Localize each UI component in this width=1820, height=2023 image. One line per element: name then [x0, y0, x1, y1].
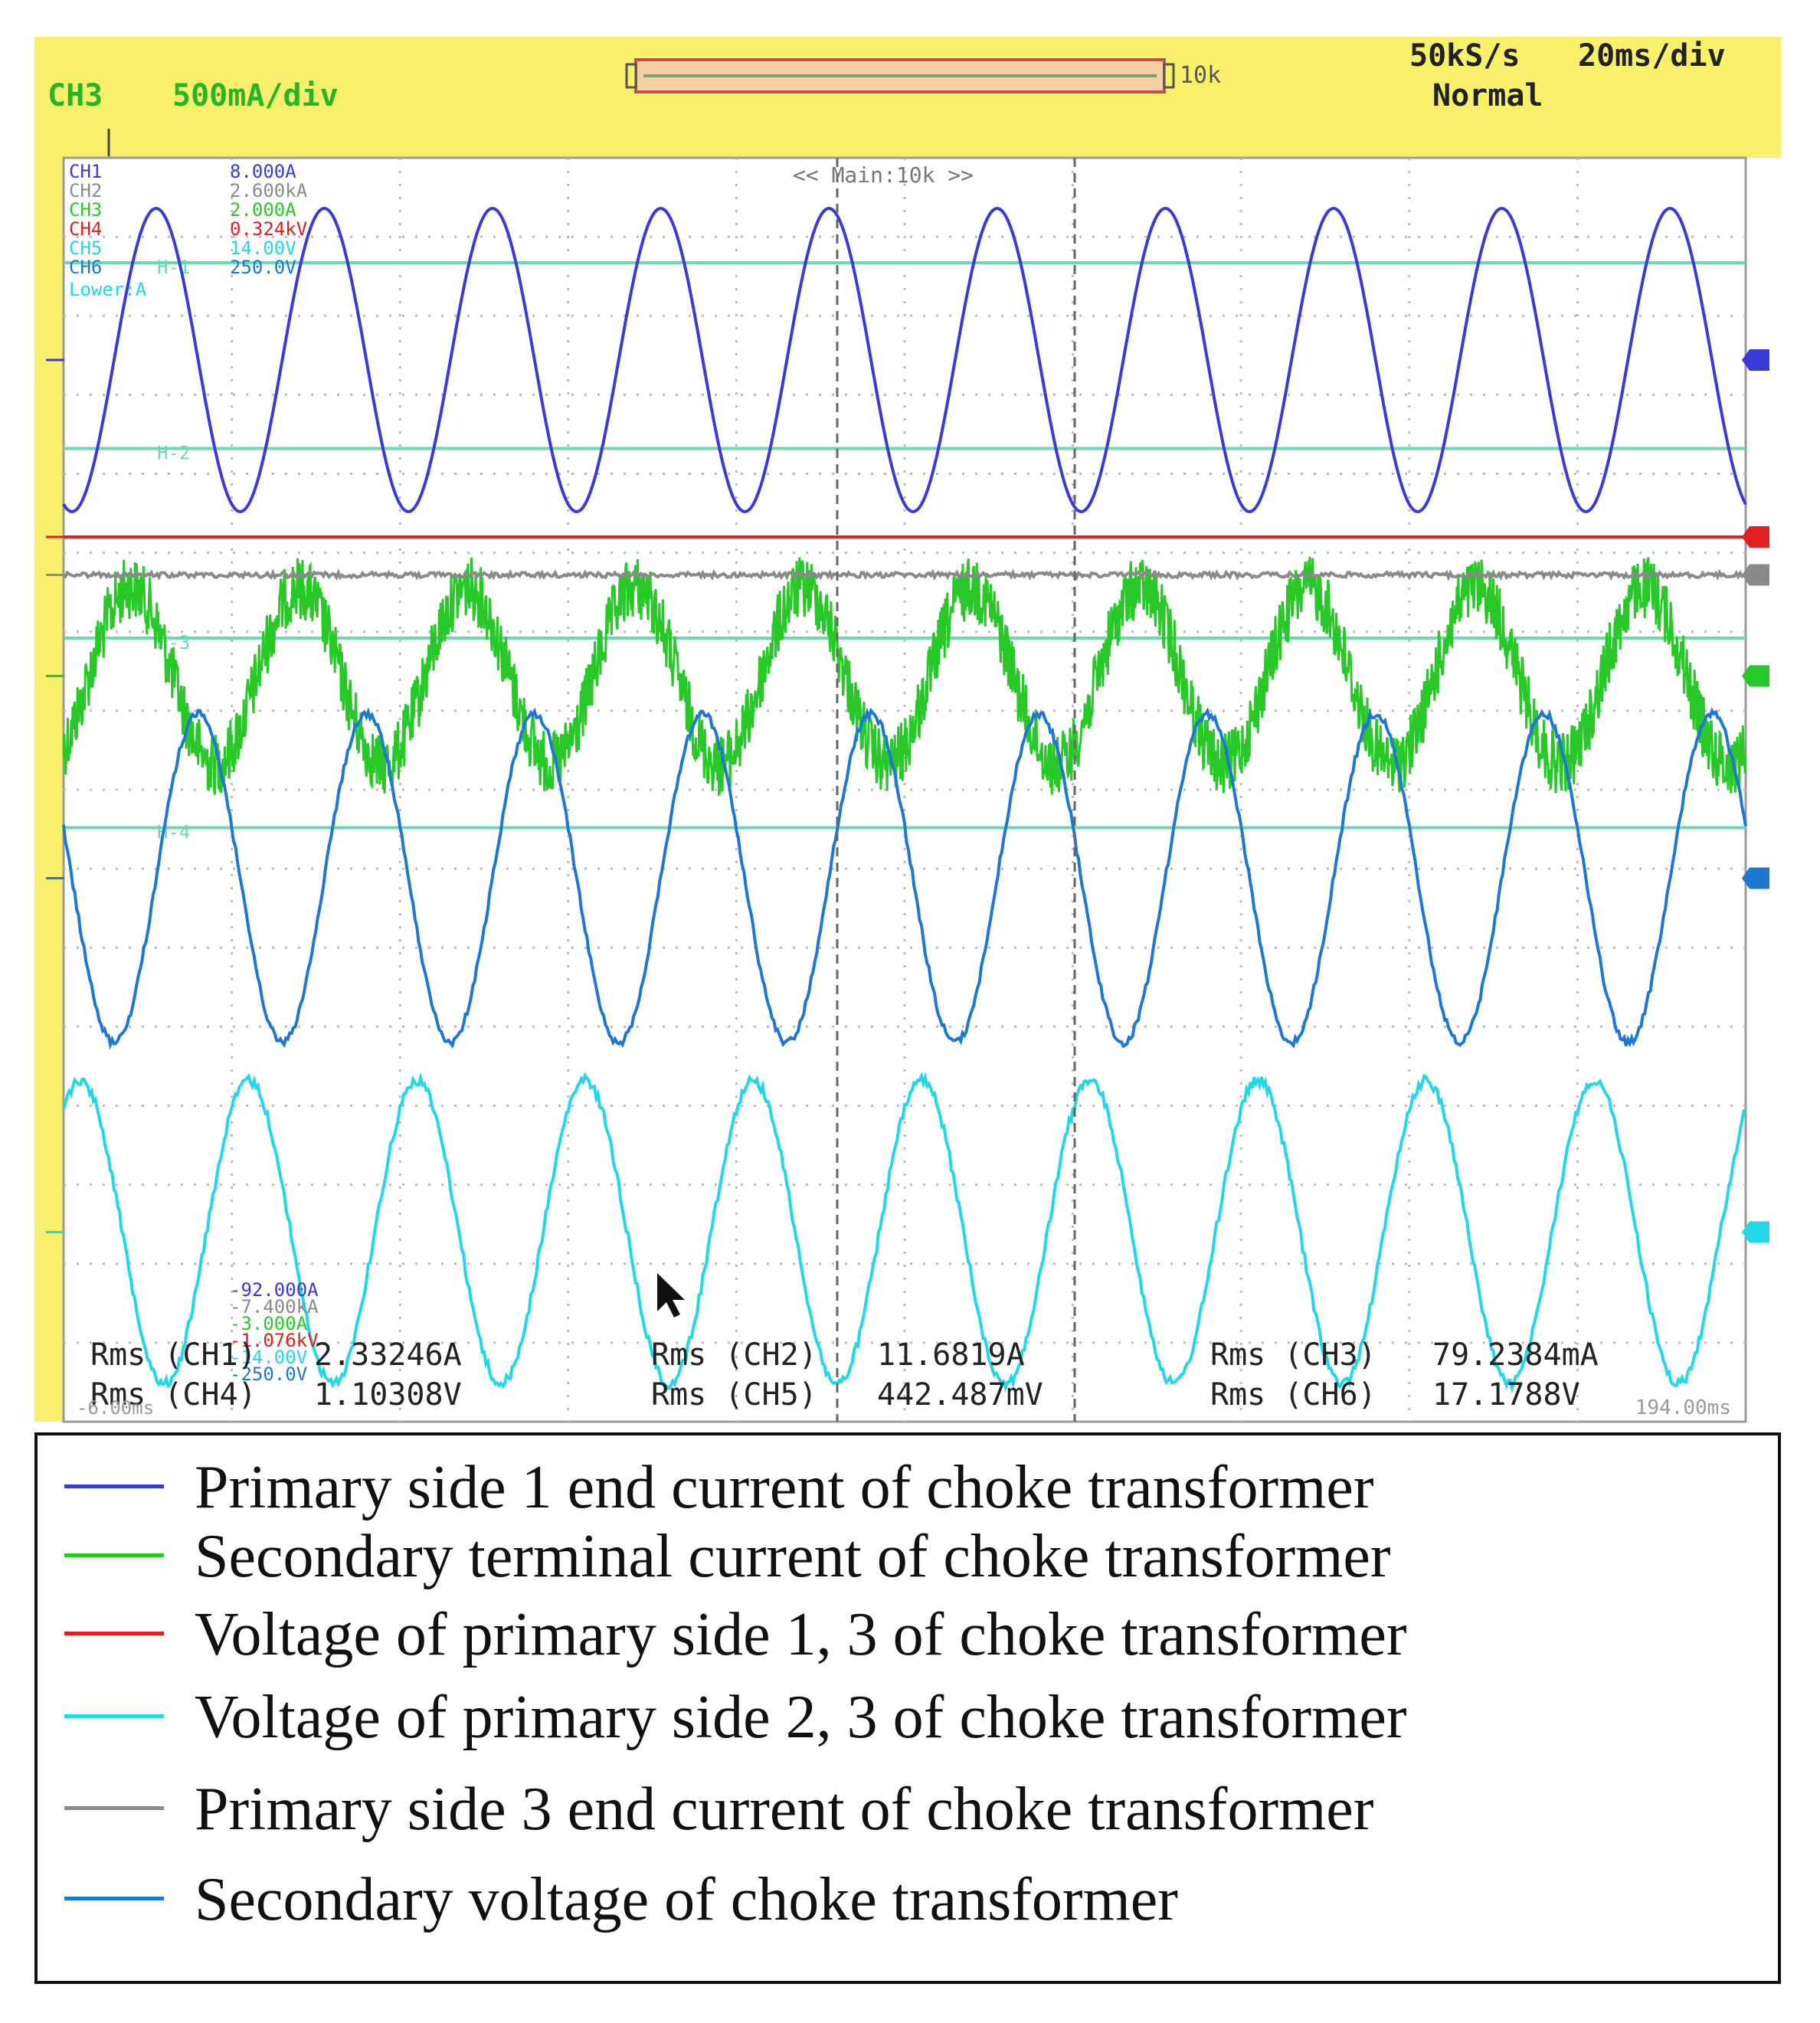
time-end: 194.00ms	[1635, 1396, 1731, 1419]
channel-name: CH1	[69, 161, 102, 182]
traces	[62, 207, 1747, 1393]
measurement-label: Rms (CH3)	[1210, 1337, 1376, 1373]
legend-swatch	[64, 1485, 164, 1488]
channel-scale-value: 0.324kV	[230, 218, 307, 240]
measurement-label: Rms (CH6)	[1210, 1377, 1376, 1412]
channel-scale-bottom-value: -250.0V	[230, 1363, 307, 1385]
channel-scale-bottom-value: -3.000A	[230, 1313, 308, 1334]
legend-label: Secondary voltage of choke transformer	[195, 1866, 1178, 1933]
trace-5	[63, 568, 1747, 581]
legend-label: Voltage of primary side 2, 3 of choke tr…	[195, 1684, 1407, 1751]
level-marker-icon	[1742, 564, 1769, 586]
legend-swatch	[64, 1553, 164, 1557]
channel-label: CH3	[47, 78, 103, 113]
measurement-value: 79.2384mA	[1432, 1337, 1599, 1373]
channel-name: CH5	[69, 237, 102, 259]
plot-area	[62, 156, 1747, 1423]
memory-bar-left-cap	[625, 63, 637, 89]
channel-scale: 500mA/div	[172, 78, 339, 113]
legend-item: Primary side 3 end current of choke tran…	[38, 1771, 1776, 1848]
trigger-mode: Normal	[1432, 78, 1543, 113]
left-margin	[34, 158, 64, 1422]
trace-6	[62, 707, 1747, 1050]
level-marker-icon	[1742, 349, 1769, 371]
timebase: 20ms/div	[1578, 38, 1726, 74]
memory-label: 10k	[1180, 62, 1221, 89]
measurement-label: Rms (CH5)	[651, 1377, 817, 1412]
measurement-value: 17.1788V	[1432, 1377, 1580, 1412]
trace-2	[62, 556, 1747, 797]
trace-1	[62, 207, 1747, 513]
measurement-value: 442.487mV	[877, 1377, 1043, 1412]
channel-scale-labels-bottom: -92.000A-7.400kA-3.000A-1.076kV-14.00V-2…	[230, 1279, 319, 1385]
level-marker-icon	[1742, 867, 1769, 889]
channel-scale-bottom-value: -14.00V	[230, 1347, 307, 1368]
legend-label: Primary side 1 end current of choke tran…	[195, 1454, 1374, 1521]
header-bar	[34, 37, 1781, 158]
channel-scale-value: 2.000A	[230, 199, 296, 221]
legend-item: Voltage of primary side 2, 3 of choke tr…	[38, 1679, 1776, 1756]
measurement-label: Rms (CH2)	[651, 1337, 817, 1373]
level-marker-icon	[1742, 526, 1769, 548]
legend-item: Secondary terminal current of choke tran…	[38, 1518, 1776, 1595]
legend-label: Primary side 3 end current of choke tran…	[195, 1776, 1374, 1843]
mouse-pointer-icon	[657, 1273, 685, 1318]
lower-label: Lower:A	[69, 279, 147, 300]
legend-label: Secondary terminal current of choke tran…	[195, 1523, 1391, 1590]
level-marker-icon	[1742, 1221, 1769, 1243]
channel-scale-value: 250.0V	[230, 257, 296, 278]
channel-name: CH6	[69, 257, 102, 278]
channel-name: CH2	[69, 180, 102, 201]
legend-swatch	[64, 1632, 164, 1635]
channel-scale-value: 2.600kA	[230, 180, 308, 201]
time-start: -6.00ms	[77, 1397, 154, 1419]
channel-scale-bottom-value: -1.076kV	[230, 1330, 319, 1351]
memory-bar-right-cap	[1163, 63, 1175, 89]
legend-label: Voltage of primary side 1, 3 of choke tr…	[195, 1601, 1407, 1668]
channel-name: CH3	[69, 199, 102, 221]
channel-scale-value: 14.00V	[230, 237, 296, 259]
level-marker-icon	[1742, 665, 1769, 687]
right-markers	[46, 349, 1769, 1243]
grid	[64, 158, 1746, 1422]
measurement-value: 11.6819A	[877, 1337, 1025, 1373]
legend-item: Secondary voltage of choke transformer	[38, 1861, 1776, 1938]
marker-label: H-1	[157, 257, 190, 278]
channel-scale-value: 8.000A	[230, 161, 296, 182]
zoom-label: << Main:10k >>	[793, 162, 974, 188]
measurement-label: Rms (CH1)	[90, 1337, 257, 1373]
legend-swatch	[64, 1897, 164, 1900]
legend-item: Voltage of primary side 1, 3 of choke tr…	[38, 1596, 1776, 1673]
measurement-label: Rms (CH4)	[90, 1377, 257, 1412]
legend-swatch	[64, 1714, 164, 1718]
measurements: Rms (CH1) 2.33246A Rms (CH2) 11.6819A Rms (C…	[90, 1337, 1599, 1412]
channel-name: CH4	[69, 218, 102, 240]
trace-4	[62, 1072, 1746, 1393]
measurement-value: 1.10308V	[314, 1377, 462, 1412]
legend-item: Primary side 1 end current of choke tran…	[38, 1449, 1776, 1526]
channel-scale-labels: CH1 8.000A CH2 2.600kA CH3 2.000A CH4 0.324kV CH…	[69, 161, 308, 278]
channel-scale-bottom-value: -92.000A	[230, 1279, 319, 1301]
sample-rate: 50kS/s	[1409, 38, 1520, 74]
channel-scale-bottom-value: -7.400kA	[230, 1296, 319, 1318]
measurement-value: 2.33246A	[314, 1337, 462, 1373]
legend-swatch	[64, 1806, 164, 1810]
legend: Primary side 1 end current of choke tran…	[34, 1432, 1781, 1984]
marker-label: H-2	[157, 443, 190, 464]
